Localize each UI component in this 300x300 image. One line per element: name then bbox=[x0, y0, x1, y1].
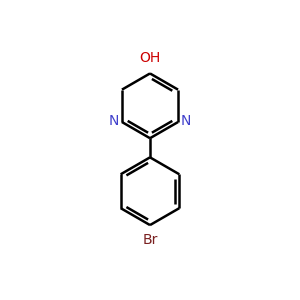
Text: N: N bbox=[181, 114, 191, 128]
Text: Br: Br bbox=[142, 233, 158, 247]
Text: OH: OH bbox=[140, 51, 160, 65]
Text: N: N bbox=[109, 114, 119, 128]
